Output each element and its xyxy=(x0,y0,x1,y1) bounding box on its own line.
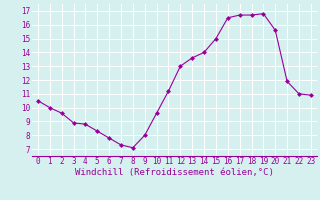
X-axis label: Windchill (Refroidissement éolien,°C): Windchill (Refroidissement éolien,°C) xyxy=(75,168,274,177)
